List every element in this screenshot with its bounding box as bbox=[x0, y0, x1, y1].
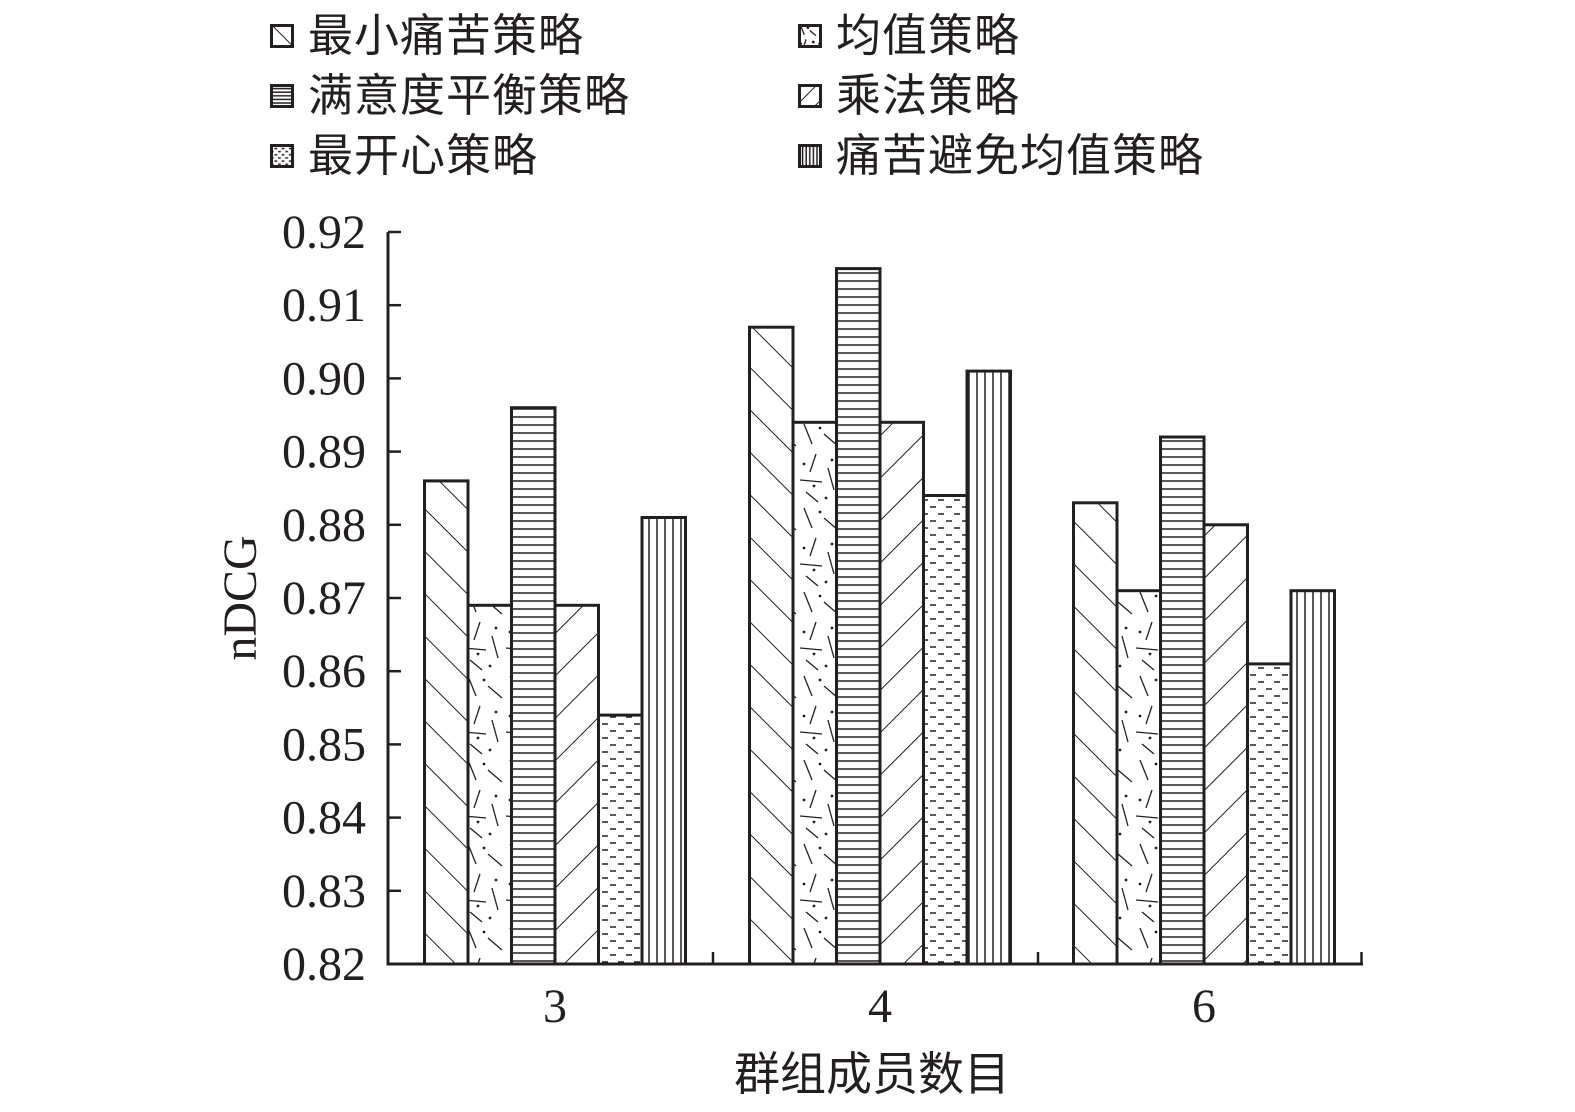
bar-dash-dot-speckle-group-3 bbox=[466, 603, 513, 966]
x-tick-label: 4 bbox=[868, 980, 892, 1033]
bars-layer bbox=[423, 267, 1336, 966]
legend-swatch-diagonal-back bbox=[798, 84, 822, 108]
y-tick-label: 0.86 bbox=[282, 645, 366, 698]
legend-swatch-diagonal-forward bbox=[270, 24, 294, 48]
legend-label: 满意度平衡策略 bbox=[308, 69, 631, 122]
y-tick-label: 0.88 bbox=[282, 499, 366, 552]
bar-vertical-lines-group-4 bbox=[965, 369, 1012, 966]
chart-legend: 最小痛苦策略 均值策略 满意度平衡策略 乘法策略 最开心策略 痛苦避免均值策略 bbox=[270, 6, 1310, 196]
x-tick-label: 6 bbox=[1192, 980, 1216, 1033]
bar-dash-dot-speckle-group-4 bbox=[791, 420, 838, 966]
legend-swatch-horizontal-lines bbox=[270, 84, 294, 108]
bar-diagonal-forward-group-6 bbox=[1072, 501, 1119, 966]
bar-vertical-lines-group-6 bbox=[1289, 589, 1336, 966]
x-tick-label: 3 bbox=[543, 980, 567, 1033]
legend-item-series-0: 最小痛苦策略 bbox=[270, 6, 584, 66]
legend-item-series-4: 最开心策略 bbox=[270, 126, 538, 186]
bar-vertical-lines-group-3 bbox=[640, 516, 687, 966]
bar-dash-dot-speckle-group-6 bbox=[1115, 589, 1162, 966]
y-tick-label: 0.90 bbox=[282, 352, 366, 405]
legend-label: 最小痛苦策略 bbox=[308, 9, 585, 62]
bar-short-dashes-group-3 bbox=[597, 713, 644, 966]
bar-short-dashes-group-4 bbox=[922, 494, 969, 966]
x-axis-title: 群组成员数目 bbox=[734, 1047, 1010, 1101]
y-tick-label: 0.87 bbox=[282, 572, 366, 625]
legend-item-series-5: 痛苦避免均值策略 bbox=[798, 126, 1204, 186]
y-tick-label: 0.85 bbox=[282, 718, 366, 771]
legend-label: 最开心策略 bbox=[308, 129, 539, 182]
bar-horizontal-lines-group-4 bbox=[835, 267, 882, 966]
legend-item-series-3: 乘法策略 bbox=[798, 66, 1020, 126]
y-tick-label: 0.91 bbox=[282, 279, 366, 332]
legend-item-series-2: 满意度平衡策略 bbox=[270, 66, 630, 126]
labels-layer: 0.82 0.83 0.84 0.85 0.86 0.87 0.88 0.89 0.90 0.91… bbox=[214, 206, 1216, 1101]
legend-label: 痛苦避免均值策略 bbox=[836, 129, 1205, 182]
legend-label: 均值策略 bbox=[836, 9, 1021, 62]
bar-horizontal-lines-group-3 bbox=[510, 406, 557, 966]
y-tick-label: 0.89 bbox=[282, 426, 366, 479]
y-tick-label: 0.84 bbox=[282, 792, 366, 845]
bar-diagonal-back-group-6 bbox=[1202, 523, 1249, 966]
bar-short-dashes-group-6 bbox=[1246, 662, 1293, 966]
bar-diagonal-back-group-3 bbox=[553, 603, 600, 966]
bar-horizontal-lines-group-6 bbox=[1159, 435, 1206, 966]
legend-swatch-vertical-lines bbox=[798, 144, 822, 168]
legend-swatch-dash-dot-speckle bbox=[798, 24, 822, 48]
bar-diagonal-back-group-4 bbox=[878, 420, 925, 966]
y-axis-title: nDCG bbox=[214, 535, 267, 660]
legend-item-series-1: 均值策略 bbox=[798, 6, 1020, 66]
axes-layer bbox=[386, 230, 1363, 966]
y-tick-label: 0.92 bbox=[282, 206, 366, 259]
bar-diagonal-forward-group-4 bbox=[748, 325, 795, 966]
y-tick-label: 0.83 bbox=[282, 865, 366, 918]
legend-swatch-short-dashes bbox=[270, 144, 294, 168]
y-tick-label: 0.82 bbox=[282, 938, 366, 991]
bar-diagonal-forward-group-3 bbox=[423, 479, 470, 966]
legend-label: 乘法策略 bbox=[836, 69, 1021, 122]
